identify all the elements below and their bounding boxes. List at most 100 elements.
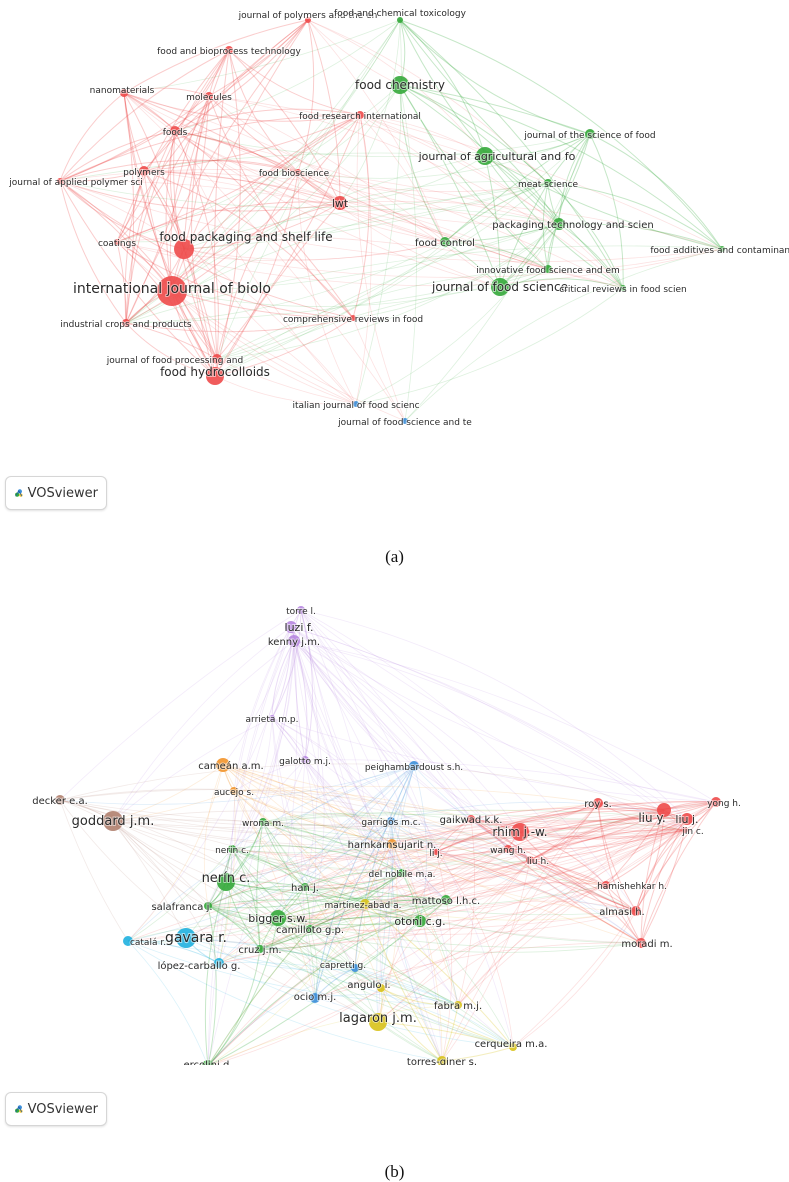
- node-label[interactable]: moradi m.: [620, 938, 673, 951]
- node-label[interactable]: industrial crops and products: [59, 319, 193, 331]
- vosviewer-badge-b[interactable]: VOSviewer: [5, 1092, 107, 1126]
- node-label[interactable]: molecules: [185, 92, 233, 104]
- node-circle[interactable]: [440, 237, 450, 247]
- node-label[interactable]: li j.: [428, 848, 443, 860]
- node-circle[interactable]: [305, 17, 311, 23]
- node-label[interactable]: cruz j.m.: [237, 944, 282, 957]
- node-circle[interactable]: [176, 928, 196, 948]
- node-label[interactable]: bigger s.w.: [247, 911, 309, 926]
- node-label[interactable]: otoni c.g.: [393, 914, 446, 929]
- node-circle[interactable]: [123, 936, 133, 946]
- node-label[interactable]: decker e.a.: [31, 795, 89, 808]
- node-label[interactable]: critical reviews in food scien: [558, 284, 688, 296]
- node-label[interactable]: italian journal of food scienc: [291, 400, 420, 412]
- node-label[interactable]: garrigós m.c.: [360, 816, 421, 829]
- node-label[interactable]: journal of polymers and the en: [237, 10, 379, 22]
- node-circle[interactable]: [620, 285, 626, 291]
- node-label[interactable]: food packaging and shelf life: [158, 229, 333, 245]
- node-label[interactable]: gaikwad k.k.: [439, 814, 504, 827]
- node-label[interactable]: coatings: [97, 238, 137, 250]
- node-circle[interactable]: [719, 246, 725, 252]
- node-circle[interactable]: [205, 92, 213, 100]
- node-circle[interactable]: [631, 906, 641, 916]
- node-label[interactable]: gavara r.: [164, 929, 228, 947]
- node-circle[interactable]: [288, 635, 300, 647]
- node-circle[interactable]: [636, 938, 646, 948]
- node-label[interactable]: food and bioprocess technology: [156, 46, 302, 58]
- node-circle[interactable]: [214, 958, 224, 968]
- node-label[interactable]: food additives and contaminant: [649, 245, 789, 257]
- node-label[interactable]: food research international: [298, 111, 422, 123]
- node-circle[interactable]: [526, 856, 534, 864]
- node-circle[interactable]: [259, 818, 267, 826]
- node-label[interactable]: luzi f.: [284, 620, 315, 635]
- node-label[interactable]: ocio m.j.: [293, 991, 338, 1004]
- node-circle[interactable]: [504, 845, 512, 853]
- node-label[interactable]: catalá r.: [129, 937, 167, 949]
- node-circle[interactable]: [509, 1043, 517, 1051]
- node-circle[interactable]: [353, 401, 359, 407]
- node-circle[interactable]: [391, 76, 409, 94]
- node-circle[interactable]: [230, 787, 238, 795]
- node-label[interactable]: kenny j.m.: [267, 636, 321, 649]
- node-circle[interactable]: [491, 278, 509, 296]
- node-label[interactable]: rhim j.-w.: [491, 824, 548, 840]
- node-circle[interactable]: [553, 218, 565, 230]
- node-circle[interactable]: [585, 129, 595, 139]
- node-label[interactable]: liu h.: [526, 856, 550, 868]
- node-circle[interactable]: [202, 1060, 214, 1065]
- node-label[interactable]: hamishehkar h.: [596, 881, 668, 893]
- node-label[interactable]: ercolini d.: [182, 1059, 233, 1065]
- node-circle[interactable]: [437, 1056, 447, 1065]
- node-label[interactable]: angulo i.: [346, 979, 391, 992]
- node-circle[interactable]: [206, 367, 224, 385]
- node-label[interactable]: journal of food science: [430, 279, 569, 295]
- node-label[interactable]: international journal of biolo: [72, 280, 272, 298]
- node-circle[interactable]: [681, 813, 693, 825]
- node-label[interactable]: del nobile m.a.: [368, 869, 437, 881]
- node-circle[interactable]: [387, 817, 395, 825]
- node-circle[interactable]: [157, 276, 187, 306]
- node-label[interactable]: mattoso l.h.c.: [411, 895, 482, 908]
- node-label[interactable]: han j.: [290, 882, 320, 895]
- node-circle[interactable]: [602, 881, 610, 889]
- node-circle[interactable]: [350, 315, 356, 321]
- node-circle[interactable]: [310, 993, 320, 1003]
- node-circle[interactable]: [377, 984, 385, 992]
- node-label[interactable]: foods: [162, 127, 189, 139]
- node-circle[interactable]: [174, 239, 194, 259]
- node-label[interactable]: nerin c.: [214, 845, 250, 857]
- node-label[interactable]: food control: [414, 237, 476, 250]
- node-circle[interactable]: [441, 895, 451, 905]
- node-label[interactable]: journal of food science and te: [336, 417, 473, 429]
- node-circle[interactable]: [369, 1013, 387, 1031]
- node-label[interactable]: food chemistry: [354, 77, 446, 93]
- node-label[interactable]: cerqueira m.a.: [474, 1038, 549, 1051]
- node-circle[interactable]: [402, 418, 408, 424]
- node-label[interactable]: journal of agricultural and fo: [417, 149, 577, 164]
- node-circle[interactable]: [114, 239, 120, 245]
- node-circle[interactable]: [333, 196, 347, 210]
- node-label[interactable]: food hydrocolloids: [159, 364, 271, 380]
- node-label[interactable]: cameán a.m.: [197, 759, 264, 773]
- node-circle[interactable]: [170, 126, 180, 136]
- node-label[interactable]: wrona m.: [241, 818, 285, 830]
- node-label[interactable]: martinez-abad a.: [324, 900, 403, 912]
- node-circle[interactable]: [544, 265, 552, 273]
- node-circle[interactable]: [711, 797, 721, 807]
- node-label[interactable]: roy s.: [583, 798, 613, 811]
- node-label[interactable]: lópez-carballo g.: [157, 959, 242, 973]
- node-label[interactable]: lwt: [331, 196, 350, 211]
- node-circle[interactable]: [657, 803, 671, 817]
- node-circle[interactable]: [397, 17, 403, 23]
- node-circle[interactable]: [306, 925, 314, 933]
- node-circle[interactable]: [204, 902, 212, 910]
- node-label[interactable]: torres-giner s.: [406, 1056, 478, 1065]
- node-label[interactable]: fabra m.j.: [433, 1000, 483, 1013]
- network-map-b[interactable]: torre l. luzi f.kenny j.m. arrieta m.p. cam…: [0, 595, 789, 1065]
- node-circle[interactable]: [544, 179, 552, 187]
- node-label[interactable]: arrieta m.p.: [245, 714, 300, 726]
- node-label[interactable]: meat science: [517, 179, 580, 191]
- node-label[interactable]: polymers: [122, 167, 166, 179]
- node-label[interactable]: food bioscience: [258, 168, 331, 180]
